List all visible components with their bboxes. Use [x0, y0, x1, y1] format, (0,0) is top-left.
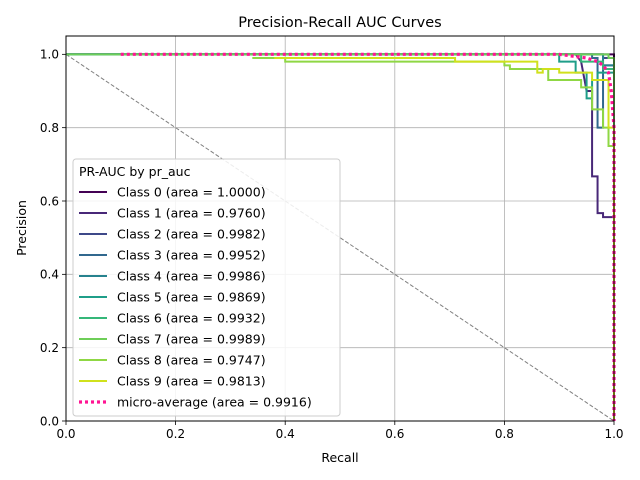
- legend-label-10: micro-average (area = 0.9916): [117, 395, 312, 410]
- series-line-10: [120, 52, 616, 421]
- y-tick-label: 0.4: [40, 268, 59, 282]
- y-tick-label: 0.0: [40, 414, 59, 428]
- x-axis-label: Recall: [321, 450, 358, 465]
- legend-label-7: Class 7 (area = 0.9989): [117, 332, 266, 347]
- legend-label-8: Class 8 (area = 0.9747): [117, 353, 266, 368]
- legend-label-9: Class 9 (area = 0.9813): [117, 374, 266, 389]
- chart-title: Precision-Recall AUC Curves: [238, 15, 441, 31]
- series-line-5: [66, 53, 615, 421]
- y-tick-label: 0.2: [40, 341, 59, 355]
- legend-label-0: Class 0 (area = 1.0000): [117, 185, 266, 200]
- axes-frame: [65, 35, 615, 422]
- x-tick-label: 0.2: [166, 427, 185, 441]
- legend-label-4: Class 4 (area = 0.9986): [117, 269, 266, 284]
- axis-ticks: 0.0 0.2 0.4 0.6 0.8 1.0 0.0 0.2 0.4 0.6 0.8 1.0: [40, 48, 624, 441]
- legend-label-5: Class 5 (area = 0.9869): [117, 290, 266, 305]
- x-tick-label: 0.6: [385, 427, 404, 441]
- y-tick-label: 0.8: [40, 121, 59, 135]
- y-axis-label: Precision: [14, 200, 29, 256]
- legend-label-3: Class 3 (area = 0.9952): [117, 248, 266, 263]
- y-tick-label: 0.6: [40, 194, 59, 208]
- legend: PR-AUC by pr_auc Class 0 (area = 1.0000) C…: [72, 158, 341, 417]
- x-tick-label: 0.4: [276, 427, 295, 441]
- legend-title: PR-AUC by pr_auc: [79, 164, 191, 179]
- y-tick-label: 1.0: [40, 48, 59, 62]
- series-line-9: [274, 57, 615, 421]
- legend-label-2: Class 2 (area = 0.9982): [117, 227, 266, 242]
- legend-label-6: Class 6 (area = 0.9932): [117, 311, 266, 326]
- legend-box: [72, 158, 341, 417]
- x-tick-label: 0.0: [56, 427, 75, 441]
- legend-label-1: Class 1 (area = 0.9760): [117, 206, 266, 221]
- x-tick-label: 0.8: [495, 427, 514, 441]
- reference-diagonal-line: [65, 53, 615, 422]
- x-tick-label: 1.0: [604, 427, 623, 441]
